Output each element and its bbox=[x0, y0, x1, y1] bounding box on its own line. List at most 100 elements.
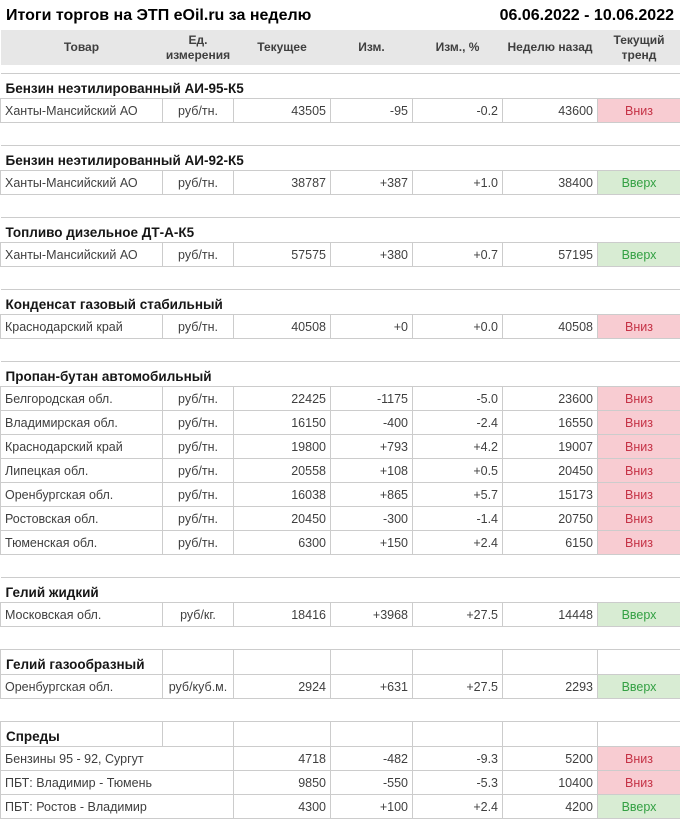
trend-badge: Вверх bbox=[598, 243, 680, 267]
change-cell: +631 bbox=[331, 675, 413, 699]
empty-cell bbox=[503, 650, 598, 675]
unit-cell: руб/тн. bbox=[163, 459, 234, 483]
unit-cell: руб/тн. bbox=[163, 99, 234, 123]
spacer-cell bbox=[1, 267, 680, 290]
change-pct-cell: -9.3 bbox=[413, 747, 503, 771]
trend-badge: Вниз bbox=[598, 411, 680, 435]
trend-badge: Вниз bbox=[598, 771, 680, 795]
week-ago-cell: 14448 bbox=[503, 603, 598, 627]
change-cell: +865 bbox=[331, 483, 413, 507]
section-header-row: Топливо дизельное ДТ-А-К5 bbox=[1, 218, 680, 243]
trend-badge: Вниз bbox=[598, 435, 680, 459]
section-title: Гелий жидкий bbox=[1, 578, 680, 603]
change-pct-cell: +0.0 bbox=[413, 315, 503, 339]
col-header-current: Текущее bbox=[234, 30, 331, 65]
trend-badge: Вверх bbox=[598, 171, 680, 195]
unit-cell: руб/куб.м. bbox=[163, 675, 234, 699]
spacer-cell bbox=[1, 627, 680, 650]
spacer-row bbox=[1, 267, 680, 290]
unit-cell: руб/тн. bbox=[163, 243, 234, 267]
current-price-cell: 4300 bbox=[234, 795, 331, 819]
col-header-unit: Ед. измерения bbox=[163, 30, 234, 65]
change-cell: +387 bbox=[331, 171, 413, 195]
unit-cell: руб/тн. bbox=[163, 507, 234, 531]
change-cell: +0 bbox=[331, 315, 413, 339]
product-cell: Ханты-Мансийский АО bbox=[1, 171, 163, 195]
current-price-cell: 16150 bbox=[234, 411, 331, 435]
section-header-row: Пропан-бутан автомобильный bbox=[1, 362, 680, 387]
week-ago-cell: 10400 bbox=[503, 771, 598, 795]
empty-cell bbox=[163, 650, 234, 675]
trend-badge: Вниз bbox=[598, 531, 680, 555]
week-ago-cell: 15173 bbox=[503, 483, 598, 507]
current-price-cell: 16038 bbox=[234, 483, 331, 507]
change-cell: +108 bbox=[331, 459, 413, 483]
empty-cell bbox=[413, 722, 503, 747]
product-cell: Владимирская обл. bbox=[1, 411, 163, 435]
change-cell: +3968 bbox=[331, 603, 413, 627]
change-pct-cell: +0.5 bbox=[413, 459, 503, 483]
week-ago-cell: 38400 bbox=[503, 171, 598, 195]
unit-cell: руб/кг. bbox=[163, 603, 234, 627]
change-pct-cell: -5.0 bbox=[413, 387, 503, 411]
week-ago-cell: 16550 bbox=[503, 411, 598, 435]
col-header-change: Изм. bbox=[331, 30, 413, 65]
section-title: Конденсат газовый стабильный bbox=[1, 290, 680, 315]
product-cell: Оренбургская обл. bbox=[1, 483, 163, 507]
change-pct-cell: -5.3 bbox=[413, 771, 503, 795]
product-cell: Бензины 95 - 92, Сургут bbox=[1, 747, 234, 771]
empty-cell bbox=[163, 722, 234, 747]
change-cell: -482 bbox=[331, 747, 413, 771]
trend-badge: Вниз bbox=[598, 459, 680, 483]
empty-cell bbox=[234, 722, 331, 747]
spacer-cell bbox=[1, 65, 680, 74]
trend-badge: Вниз bbox=[598, 99, 680, 123]
current-price-cell: 4718 bbox=[234, 747, 331, 771]
week-ago-cell: 20750 bbox=[503, 507, 598, 531]
change-cell: +100 bbox=[331, 795, 413, 819]
section-title: Пропан-бутан автомобильный bbox=[1, 362, 680, 387]
current-price-cell: 57575 bbox=[234, 243, 331, 267]
empty-cell bbox=[598, 722, 680, 747]
change-cell: -1175 bbox=[331, 387, 413, 411]
trend-badge: Вниз bbox=[598, 747, 680, 771]
spacer-row bbox=[1, 699, 680, 722]
week-ago-cell: 20450 bbox=[503, 459, 598, 483]
change-pct-cell: +27.5 bbox=[413, 675, 503, 699]
unit-cell: руб/тн. bbox=[163, 315, 234, 339]
date-range: 06.06.2022 - 10.06.2022 bbox=[500, 7, 676, 25]
product-cell: Ханты-Мансийский АО bbox=[1, 243, 163, 267]
product-cell: Ростовская обл. bbox=[1, 507, 163, 531]
title-bar: Итоги торгов на ЭТП eOil.ru за неделю 06… bbox=[0, 0, 680, 30]
change-pct-cell: +1.0 bbox=[413, 171, 503, 195]
change-pct-cell: +0.7 bbox=[413, 243, 503, 267]
results-table: Товар Ед. измерения Текущее Изм. Изм., %… bbox=[0, 30, 680, 819]
product-cell: Липецкая обл. bbox=[1, 459, 163, 483]
trend-badge: Вверх bbox=[598, 795, 680, 819]
change-pct-cell: +27.5 bbox=[413, 603, 503, 627]
spacer-row bbox=[1, 65, 680, 74]
current-price-cell: 20450 bbox=[234, 507, 331, 531]
current-price-cell: 19800 bbox=[234, 435, 331, 459]
current-price-cell: 20558 bbox=[234, 459, 331, 483]
section-header-row: Бензин неэтилированный АИ-92-К5 bbox=[1, 146, 680, 171]
product-cell: ПБТ: Ростов - Владимир bbox=[1, 795, 234, 819]
trend-badge: Вниз bbox=[598, 507, 680, 531]
unit-cell: руб/тн. bbox=[163, 435, 234, 459]
week-ago-cell: 43600 bbox=[503, 99, 598, 123]
change-cell: +380 bbox=[331, 243, 413, 267]
spacer-cell bbox=[1, 555, 680, 578]
col-header-change-pct: Изм., % bbox=[413, 30, 503, 65]
change-cell: -400 bbox=[331, 411, 413, 435]
unit-cell: руб/тн. bbox=[163, 483, 234, 507]
week-ago-cell: 2293 bbox=[503, 675, 598, 699]
